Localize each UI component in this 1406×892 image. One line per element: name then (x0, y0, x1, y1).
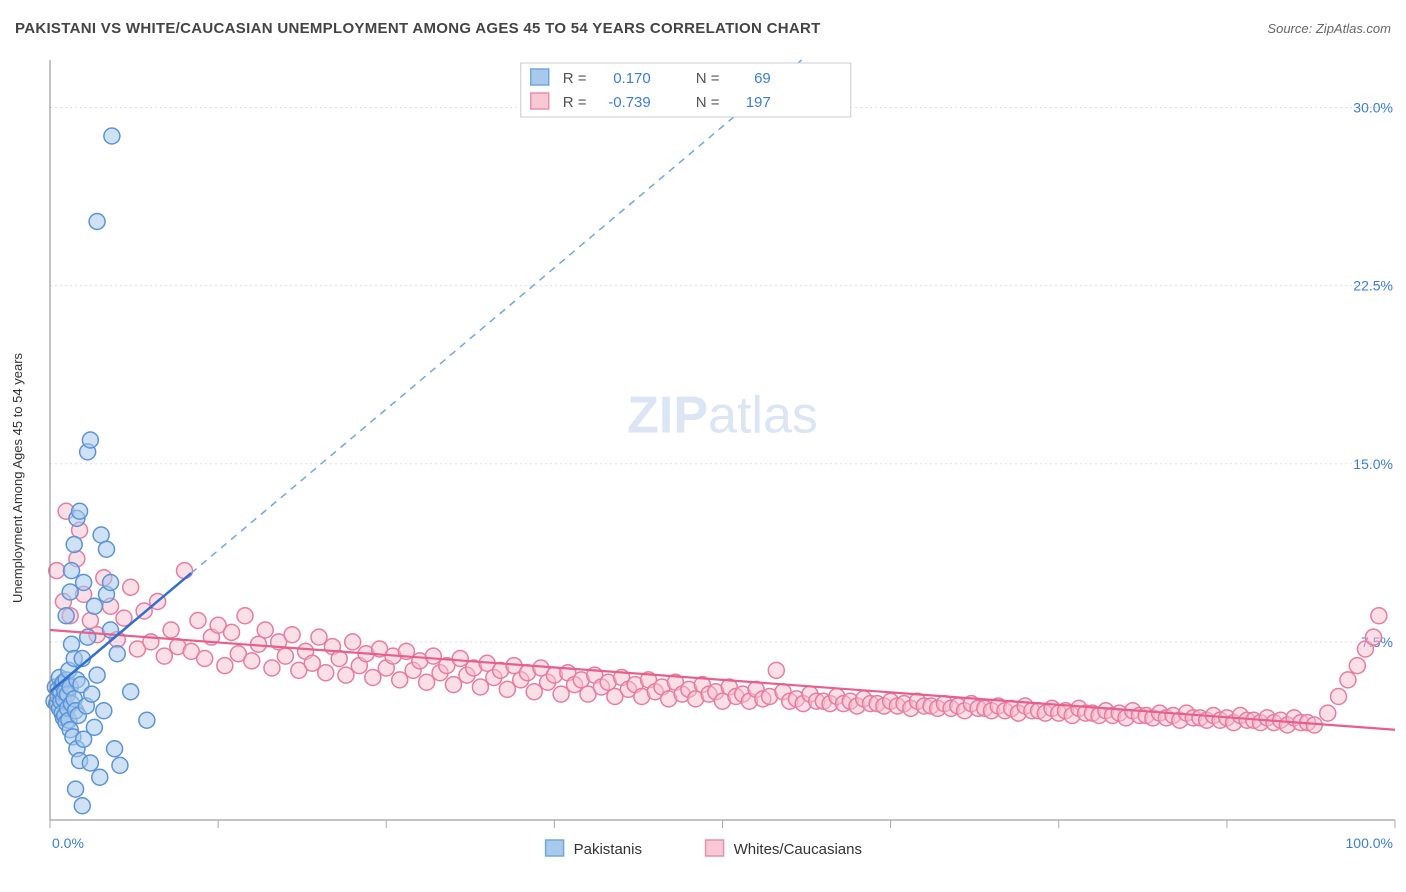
data-point-pakistanis (98, 541, 114, 557)
x-start-label: 0.0% (52, 835, 84, 851)
data-point-whites (1320, 705, 1336, 721)
data-point-whites (1340, 672, 1356, 688)
legend-n-value-whites: 197 (746, 94, 771, 111)
bottom-label-whites: Whites/Caucasians (734, 841, 862, 858)
legend-r-value-pakistanis: 0.170 (613, 70, 651, 87)
data-point-pakistanis (112, 757, 128, 773)
data-point-whites (318, 665, 334, 681)
data-point-pakistanis (96, 703, 112, 719)
data-point-pakistanis (68, 781, 84, 797)
y-axis-title: Unemployment Among Ages 45 to 54 years (10, 352, 25, 603)
data-point-whites (264, 660, 280, 676)
y-tick-label: 22.5% (1353, 278, 1393, 294)
source-attribution: Source: ZipAtlas.com (1267, 21, 1391, 36)
data-point-pakistanis (84, 686, 100, 702)
data-point-whites (244, 653, 260, 669)
data-point-whites (277, 648, 293, 664)
bottom-swatch-pakistanis (546, 840, 564, 856)
data-point-pakistanis (103, 575, 119, 591)
chart-title: PAKISTANI VS WHITE/CAUCASIAN UNEMPLOYMEN… (15, 20, 821, 37)
data-point-whites (365, 670, 381, 686)
bottom-swatch-whites (706, 840, 724, 856)
data-point-whites (123, 579, 139, 595)
data-point-pakistanis (62, 584, 78, 600)
data-point-pakistanis (89, 667, 105, 683)
data-point-pakistanis (64, 636, 80, 652)
trendline-whites (50, 630, 1395, 730)
legend-r-label: R = (563, 70, 587, 87)
source-name: ZipAtlas.com (1316, 21, 1391, 36)
data-point-whites (526, 684, 542, 700)
data-point-pakistanis (107, 741, 123, 757)
data-point-whites (1331, 689, 1347, 705)
x-end-label: 100.0% (1346, 835, 1393, 851)
data-point-whites (392, 672, 408, 688)
data-point-whites (237, 608, 253, 624)
data-point-whites (177, 563, 193, 579)
data-point-pakistanis (74, 798, 90, 814)
y-tick-label: 30.0% (1353, 100, 1393, 116)
data-point-pakistanis (82, 755, 98, 771)
data-point-whites (425, 648, 441, 664)
data-point-whites (452, 651, 468, 667)
data-point-whites (190, 613, 206, 629)
chart-header: PAKISTANI VS WHITE/CAUCASIAN UNEMPLOYMEN… (15, 20, 1391, 37)
legend-n-label: N = (696, 94, 720, 111)
data-point-whites (446, 677, 462, 693)
data-point-pakistanis (123, 684, 139, 700)
source-label: Source: (1267, 21, 1312, 36)
data-point-whites (338, 667, 354, 683)
correlation-scatter-chart: 7.5%15.0%22.5%30.0%ZIPatlas0.0%100.0%Une… (0, 50, 1406, 892)
data-point-pakistanis (86, 719, 102, 735)
data-point-pakistanis (82, 432, 98, 448)
data-point-whites (472, 679, 488, 695)
y-tick-label: 15.0% (1353, 456, 1393, 472)
legend-n-label: N = (696, 70, 720, 87)
data-point-whites (284, 627, 300, 643)
data-point-whites (345, 634, 361, 650)
legend-swatch-whites (531, 93, 549, 109)
data-point-whites (197, 651, 213, 667)
data-point-whites (304, 655, 320, 671)
data-point-whites (311, 629, 327, 645)
data-point-whites (499, 681, 515, 697)
data-point-whites (1365, 629, 1381, 645)
legend-r-label: R = (563, 94, 587, 111)
data-point-whites (1371, 608, 1387, 624)
legend-r-value-whites: -0.739 (608, 94, 651, 111)
data-point-pakistanis (76, 575, 92, 591)
bottom-label-pakistanis: Pakistanis (574, 841, 642, 858)
data-point-whites (156, 648, 172, 664)
data-point-pakistanis (86, 598, 102, 614)
data-point-whites (257, 622, 273, 638)
data-point-whites (419, 674, 435, 690)
data-point-whites (553, 686, 569, 702)
data-point-pakistanis (66, 537, 82, 553)
data-point-whites (768, 662, 784, 678)
data-point-whites (1349, 658, 1365, 674)
data-point-pakistanis (139, 712, 155, 728)
data-point-pakistanis (104, 128, 120, 144)
data-point-pakistanis (89, 214, 105, 230)
data-point-whites (49, 563, 65, 579)
data-point-pakistanis (58, 608, 74, 624)
trendline-pakistanis-dashed (191, 60, 801, 573)
data-point-pakistanis (109, 646, 125, 662)
data-point-pakistanis (72, 503, 88, 519)
data-point-whites (224, 624, 240, 640)
data-point-whites (163, 622, 179, 638)
legend-swatch-pakistanis (531, 69, 549, 85)
data-point-whites (217, 658, 233, 674)
watermark: ZIPatlas (627, 386, 818, 444)
data-point-pakistanis (92, 769, 108, 785)
data-point-pakistanis (64, 563, 80, 579)
legend-n-value-pakistanis: 69 (754, 70, 771, 87)
